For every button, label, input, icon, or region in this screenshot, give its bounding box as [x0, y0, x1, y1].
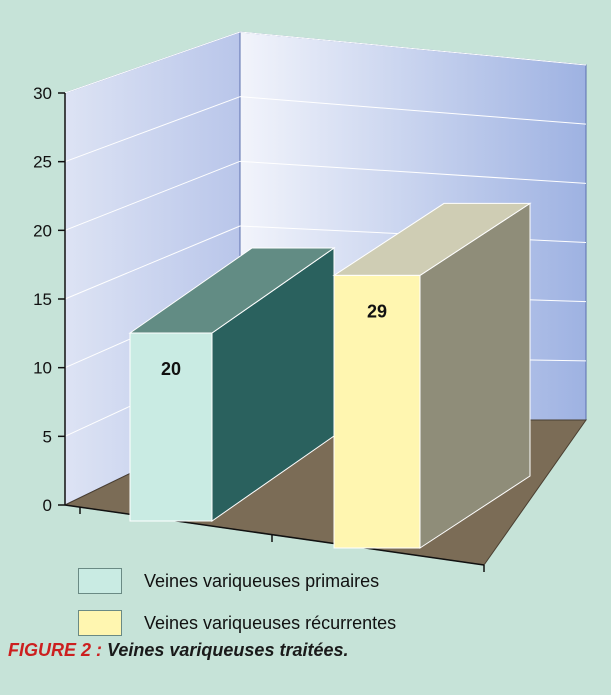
data-label: 29: [367, 301, 387, 321]
gridline-left-wall: [64, 96, 241, 163]
gridline-left-wall: [64, 31, 241, 94]
y-tick-label: 10: [33, 359, 52, 378]
gridline-left-wall: [64, 225, 241, 300]
legend-item-recurrentes: Veines variqueuses récurrentes: [78, 609, 396, 637]
y-tick-label: 5: [43, 427, 52, 446]
y-tick-label: 20: [33, 221, 52, 240]
data-label: 20: [161, 359, 181, 379]
gridline-left-wall: [64, 160, 241, 231]
y-tick-label: 25: [33, 153, 52, 172]
bar-front: [129, 332, 213, 522]
gridline-back-wall: [239, 96, 587, 125]
gridline-back-wall: [239, 160, 587, 184]
figure-caption-text: Veines variqueuses traitées.: [107, 640, 349, 660]
gridline-back-wall: [239, 31, 587, 66]
bar-front: [333, 274, 421, 549]
legend-label-recurrentes: Veines variqueuses récurrentes: [144, 612, 397, 633]
legend-swatch-recurrentes: [78, 610, 122, 636]
bars: [128, 202, 532, 549]
legend-swatch-primaires: [78, 568, 122, 594]
legend-label-primaires: Veines variqueuses primaires: [144, 570, 380, 591]
legend-item-primaires: Veines variqueuses primaires: [78, 567, 379, 595]
y-axis-ticks: 0 5 10 15 20 25 30: [33, 84, 65, 515]
y-tick-label: 30: [33, 84, 52, 103]
figure-number: FIGURE 2 :: [8, 640, 103, 660]
y-tick-label: 0: [43, 496, 52, 515]
y-tick-label: 15: [33, 290, 52, 309]
figure-caption: FIGURE 2 : Veines variqueuses traitées.: [8, 640, 349, 661]
